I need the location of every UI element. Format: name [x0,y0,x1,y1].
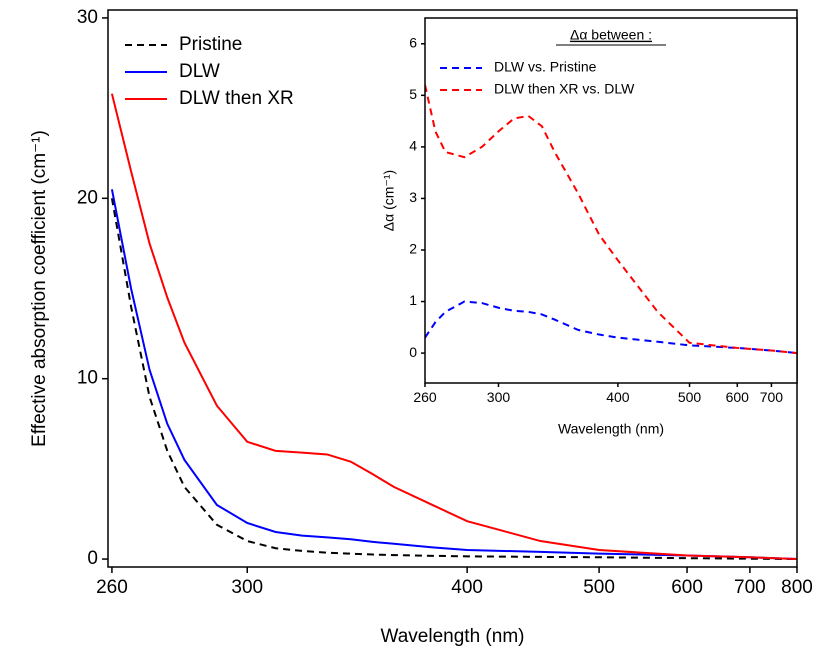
y-axis-label: Δα (cm⁻¹) [381,170,397,231]
y-tick-label: 5 [409,86,417,102]
series-line [110,198,797,561]
x-axis-label: Wavelength (nm) [558,421,664,437]
x-tick-label: 700 [734,577,766,598]
x-tick-label: 500 [678,389,702,405]
x-tick-label: 800 [781,577,813,598]
y-tick-label: 0 [87,548,98,569]
y-tick-label: 10 [77,368,98,389]
y-tick-label: 3 [409,189,417,205]
series-line [425,84,797,355]
x-tick-label: 400 [606,389,630,405]
x-tick-label: 700 [760,389,784,405]
series-line [110,189,797,561]
y-tick-label: 30 [77,7,98,28]
x-tick-label: 600 [726,389,750,405]
x-tick-label: 300 [231,577,263,598]
y-axis-label: Effective absorption coefficient (cm⁻¹) [29,130,50,447]
x-tick-label: 300 [487,389,511,405]
x-tick-label: 500 [583,577,615,598]
x-axis-label: Wavelength (nm) [381,626,525,647]
y-tick-label: 0 [409,344,417,360]
series-line [110,93,797,561]
legend-label: DLW then XR vs. DLW [494,81,635,97]
x-tick-label: 260 [96,577,128,598]
legend-title: Δα between : [570,27,652,43]
x-tick-label: 260 [413,389,437,405]
y-tick-label: 4 [409,138,417,154]
plot-frame [424,17,798,384]
x-tick-label: 600 [671,577,703,598]
legend-label: DLW then XR [179,88,294,109]
legend-label: DLW vs. Pristine [494,59,597,75]
y-tick-label: 2 [409,241,417,257]
plot-area [425,18,797,383]
plot-1: 260 300 400 500 600 700 0 1 2 3 4 5 6 Wavelength (nm)… [381,17,798,437]
y-tick-label: 6 [409,34,417,50]
legend-label: DLW [179,61,220,82]
x-tick-label: 400 [451,577,483,598]
y-tick-label: 20 [77,187,98,208]
legend-label: Pristine [179,34,242,55]
y-tick-label: 1 [409,292,417,308]
series-line [425,300,797,355]
